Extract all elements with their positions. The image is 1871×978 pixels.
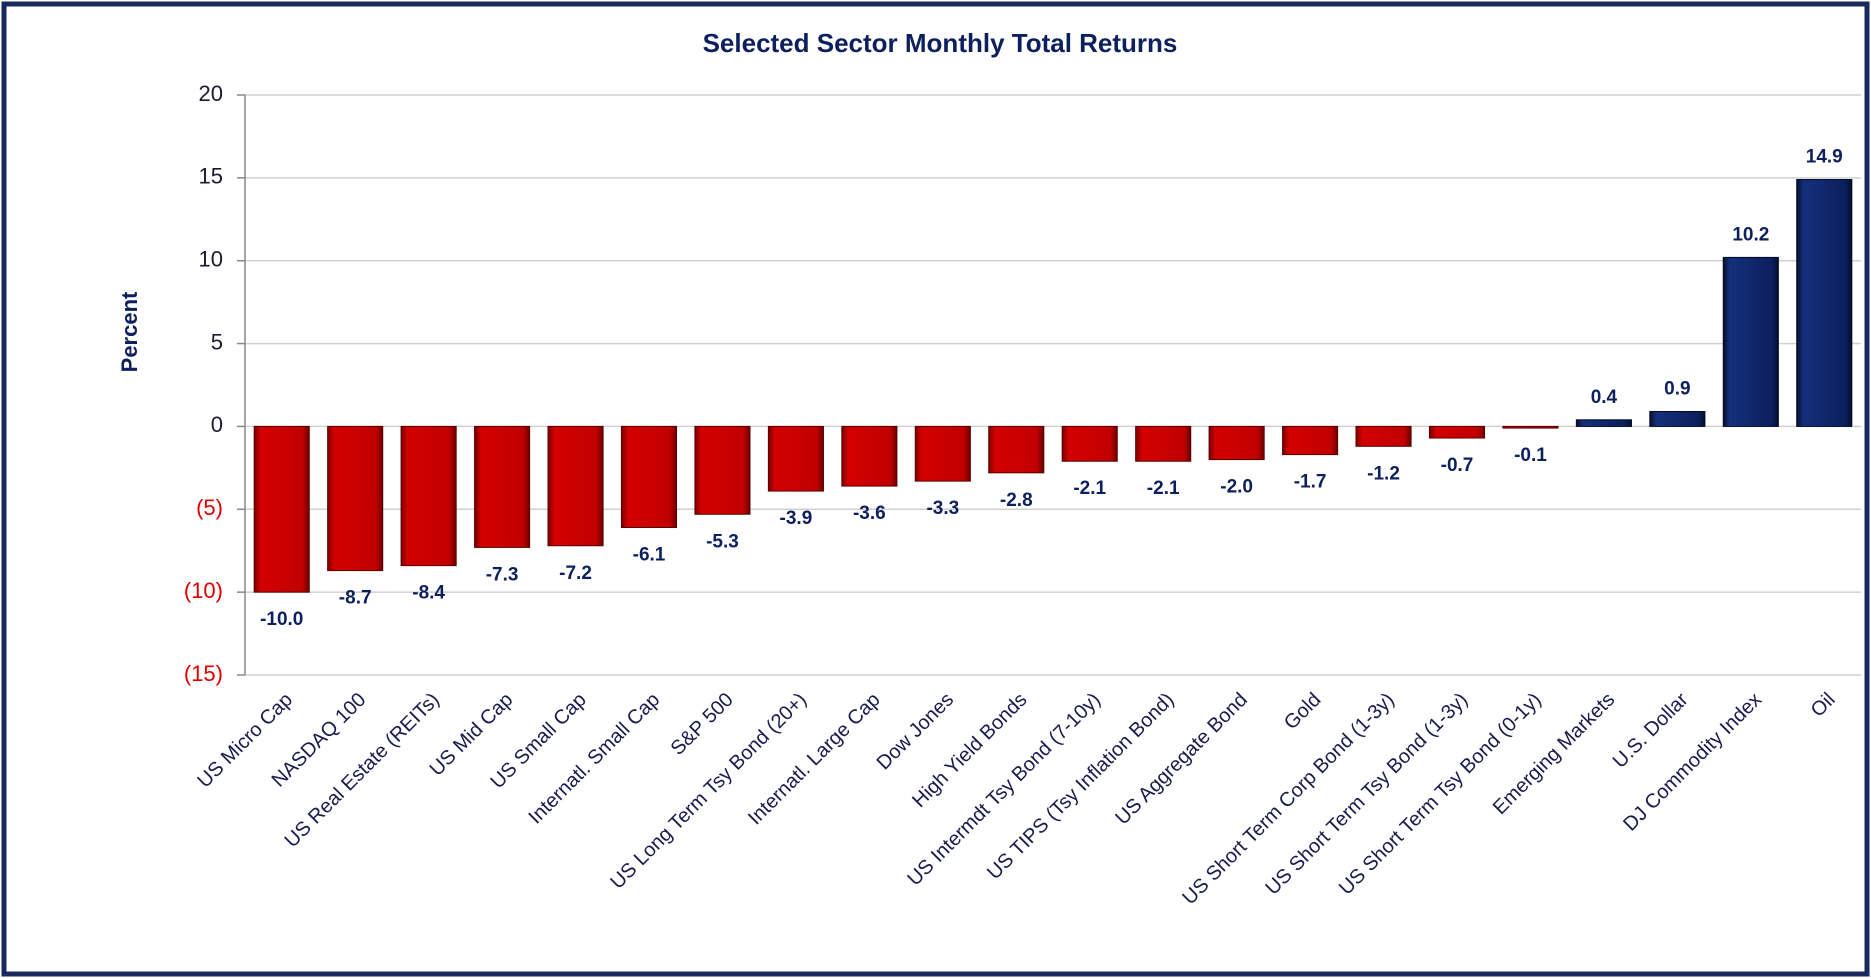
- y-axis-label: Percent: [117, 291, 142, 372]
- data-label: -8.7: [339, 588, 372, 609]
- y-tick-label: 20: [199, 81, 223, 106]
- y-tick-label: (15): [184, 661, 223, 686]
- bar: [327, 425, 384, 572]
- data-label: -7.3: [486, 564, 519, 585]
- bar: [1796, 179, 1853, 427]
- bar: [1428, 425, 1486, 439]
- bar: [474, 425, 531, 548]
- bar: [1355, 425, 1412, 447]
- data-label: -6.1: [633, 545, 666, 566]
- data-label: -10.0: [260, 609, 303, 630]
- bar: [841, 425, 898, 487]
- bar: [253, 425, 310, 593]
- data-label: -2.1: [1073, 478, 1106, 499]
- y-tick-label: 10: [199, 247, 223, 272]
- bar: [620, 425, 678, 529]
- data-label: -5.3: [706, 531, 739, 552]
- chart-title: Selected Sector Monthly Total Returns: [703, 28, 1178, 58]
- bar: [400, 425, 457, 567]
- data-label: -8.4: [412, 583, 445, 604]
- bar: [694, 425, 751, 515]
- data-label: -3.9: [780, 508, 813, 529]
- bar: [767, 425, 824, 492]
- data-label: -7.2: [559, 563, 592, 584]
- data-label: -2.8: [1000, 490, 1033, 511]
- data-label: 0.4: [1591, 387, 1618, 408]
- bar: [547, 425, 604, 547]
- bar: [914, 425, 971, 482]
- y-tick-label: 5: [211, 329, 223, 354]
- bar: [1282, 425, 1339, 456]
- bar: [1502, 425, 1559, 429]
- bar: [1575, 419, 1632, 427]
- bar: [1649, 411, 1706, 427]
- data-label: -2.1: [1147, 478, 1180, 499]
- bar: [1208, 425, 1265, 461]
- y-tick-label: 0: [211, 412, 223, 437]
- data-label: -2.0: [1220, 477, 1253, 498]
- data-label: -3.3: [926, 498, 959, 519]
- y-tick-label: (10): [184, 578, 223, 603]
- bar: [1722, 256, 1779, 427]
- data-label: -1.7: [1294, 472, 1327, 493]
- bar: [1135, 425, 1192, 462]
- data-label: -0.1: [1514, 445, 1547, 466]
- data-label: 10.2: [1732, 224, 1769, 245]
- bar: [988, 425, 1045, 474]
- data-label: -0.7: [1441, 455, 1474, 476]
- y-tick-label: (5): [196, 495, 223, 520]
- data-label: 14.9: [1806, 147, 1843, 168]
- bar: [1061, 425, 1118, 462]
- data-label: -3.6: [853, 503, 886, 524]
- data-label: -1.2: [1367, 463, 1400, 484]
- data-label: 0.9: [1664, 379, 1690, 400]
- y-tick-label: 15: [199, 164, 223, 189]
